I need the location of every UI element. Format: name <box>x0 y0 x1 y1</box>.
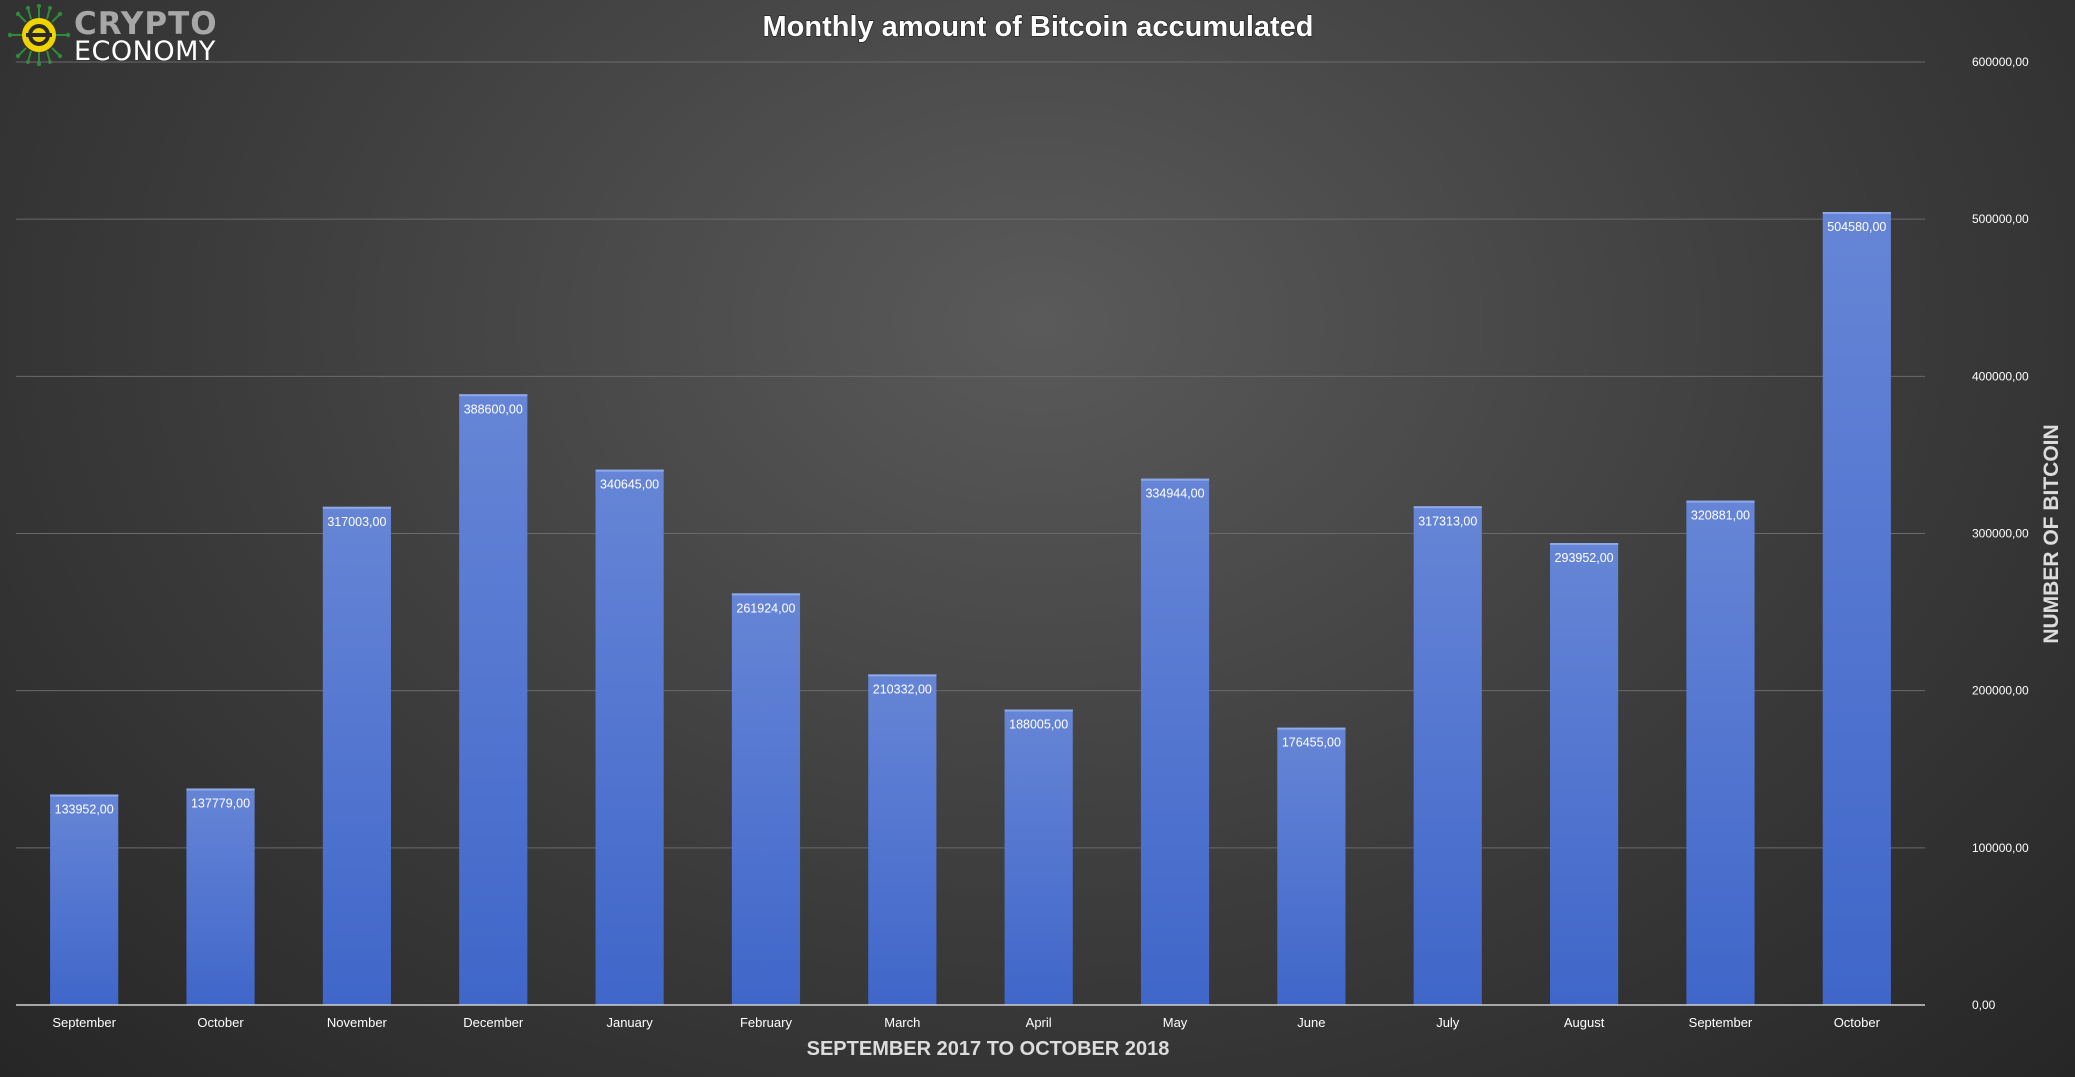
bar <box>1277 727 1346 1005</box>
data-label: 340645,00 <box>600 478 659 492</box>
chart-title: Monthly amount of Bitcoin accumulated <box>762 11 1313 43</box>
logo-brand-top: CRYPTO <box>74 6 218 42</box>
x-tick-label: February <box>740 1015 793 1030</box>
y-tick-label: 100000,00 <box>1972 841 2029 855</box>
data-label: 320881,00 <box>1691 509 1750 523</box>
bar <box>186 788 255 1005</box>
x-tick-label: June <box>1297 1015 1325 1030</box>
data-label: 261924,00 <box>736 601 795 615</box>
y-tick-label: 0,00 <box>1972 998 1996 1012</box>
x-axis-label: SEPTEMBER 2017 TO OCTOBER 2018 <box>807 1038 1170 1060</box>
data-labels: 133952,00 137779,00 317003,00 388600,00 3406… <box>55 220 1887 817</box>
data-label: 317313,00 <box>1418 514 1477 528</box>
x-tick-label: October <box>197 1015 244 1030</box>
y-tick-label: 400000,00 <box>1972 369 2029 383</box>
x-tick-label: November <box>327 1015 388 1030</box>
bar <box>50 794 119 1005</box>
data-label: 317003,00 <box>327 515 386 529</box>
x-tick-label: January <box>606 1015 653 1030</box>
bars <box>50 211 1891 1005</box>
gridlines <box>16 61 1925 849</box>
data-label: 504580,00 <box>1827 220 1886 234</box>
x-tick-label: December <box>463 1015 524 1030</box>
data-label: 133952,00 <box>55 802 114 816</box>
x-tick-label: March <box>884 1015 920 1030</box>
bar <box>1550 543 1619 1005</box>
bar <box>1413 506 1482 1005</box>
bar <box>595 469 664 1005</box>
data-label: 176455,00 <box>1282 736 1341 750</box>
bar <box>1140 478 1210 1005</box>
x-tick-label: April <box>1026 1015 1052 1030</box>
data-label: 334944,00 <box>1145 487 1204 501</box>
bar <box>1686 500 1755 1005</box>
data-label: 137779,00 <box>191 796 250 810</box>
bar <box>459 394 528 1005</box>
y-tick-labels: 0,00 100000,00 200000,00 300000,00 400000,00… <box>1972 55 2029 1012</box>
y-axis-label: NUMBER OF BITCOIN <box>2040 424 2063 643</box>
x-tick-labels: September October November December January F… <box>52 1015 1880 1030</box>
y-tick-label: 300000,00 <box>1972 527 2029 541</box>
x-tick-label: September <box>1689 1015 1753 1030</box>
data-label: 188005,00 <box>1009 718 1068 732</box>
bar <box>322 506 391 1005</box>
x-tick-label: September <box>52 1015 116 1030</box>
bar <box>1004 709 1073 1005</box>
y-tick-label: 200000,00 <box>1972 684 2029 698</box>
x-tick-label: May <box>1163 1015 1188 1030</box>
y-tick-label: 500000,00 <box>1972 212 2029 226</box>
crypto-economy-logo-icon <box>8 4 70 66</box>
x-tick-label: October <box>1834 1015 1881 1030</box>
bar <box>1822 211 1891 1005</box>
bar <box>868 674 937 1005</box>
data-label: 388600,00 <box>464 402 523 416</box>
data-label: 210332,00 <box>873 682 932 696</box>
y-tick-label: 600000,00 <box>1972 55 2029 69</box>
bar <box>731 593 801 1005</box>
x-tick-label: August <box>1564 1015 1605 1030</box>
x-tick-label: July <box>1436 1015 1460 1030</box>
data-label: 293952,00 <box>1555 551 1614 565</box>
